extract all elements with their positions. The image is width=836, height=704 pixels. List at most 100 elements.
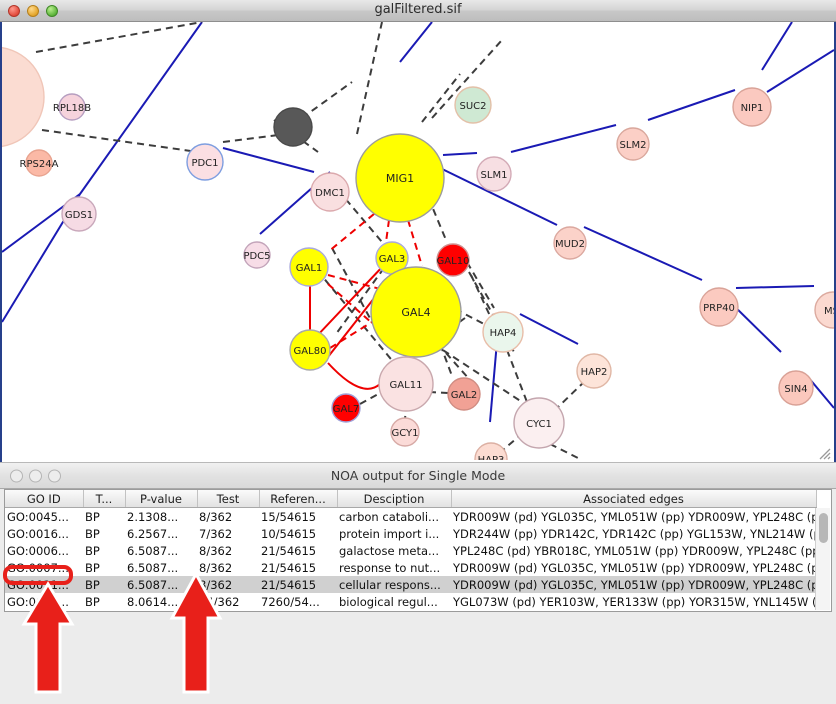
- table-row[interactable]: GO:0016... BP 6.2567... 7/362 10/54615 protei…: [5, 525, 816, 542]
- network-node-gal80[interactable]: GAL80: [289, 329, 331, 371]
- resize-grip-icon[interactable]: [817, 446, 831, 460]
- scrollbar-thumb[interactable]: [819, 513, 828, 543]
- network-node-nip1[interactable]: NIP1: [732, 87, 772, 127]
- network-node-gal1[interactable]: GAL1: [289, 247, 329, 287]
- column-header-type[interactable]: T...: [83, 490, 126, 508]
- cell-type: BP: [85, 594, 100, 609]
- network-node-msi[interactable]: MSI: [814, 291, 834, 329]
- noa-titlebar: NOA output for Single Mode: [0, 462, 836, 489]
- network-node-hap4[interactable]: HAP4: [482, 311, 524, 353]
- cell-type: BP: [85, 543, 100, 558]
- noa-output-window: NOA output for Single Mode GO ID T... P-…: [0, 462, 836, 704]
- table-row[interactable]: GO:0031...BP1.3324...11/362105/546...res…: [5, 610, 816, 611]
- noa-close-button[interactable]: [10, 469, 23, 483]
- network-canvas[interactable]: .e-blue{stroke:#1a1ab4;stroke-width:2;fi…: [0, 22, 836, 462]
- cell-description: cellular respons...: [337, 576, 451, 593]
- cell-p-value: 6.5087...: [127, 560, 179, 575]
- cell-associated-edges: YGL073W (pd) YER103W, YER133W (pp) YOR31…: [453, 594, 816, 609]
- node-label: GAL10: [437, 256, 470, 267]
- edge-group-gal-regulation: [309, 213, 423, 390]
- node-label: GAL1: [296, 263, 323, 274]
- close-button[interactable]: [8, 5, 20, 17]
- node-label: CYC1: [526, 419, 552, 430]
- network-node-mig1[interactable]: MIG1: [355, 133, 445, 223]
- cell-reference: 21/54615: [259, 576, 337, 593]
- network-node-slm2[interactable]: SLM2: [616, 127, 650, 161]
- node-label: GAL2: [451, 390, 478, 401]
- network-node-hap2[interactable]: HAP2: [576, 353, 612, 389]
- results-table-container[interactable]: GO ID T... P-value Test Referen... Desci…: [4, 489, 832, 612]
- network-node-sin4[interactable]: SIN4: [778, 370, 814, 406]
- table-vertical-scrollbar[interactable]: [815, 508, 830, 610]
- cell-test: 8/362: [199, 509, 233, 524]
- network-node-dmc1[interactable]: DMC1: [310, 172, 350, 212]
- cell-associated-edges: YDR009W (pd) YGL035C, YML051W (pp) YDR00…: [453, 509, 816, 524]
- network-node-gal10[interactable]: GAL10: [436, 243, 470, 277]
- minimize-button[interactable]: [27, 5, 39, 17]
- network-node-dark[interactable]: [273, 107, 313, 147]
- noa-minimize-button[interactable]: [29, 469, 42, 483]
- node-label: NIP1: [741, 103, 764, 114]
- table-row[interactable]: GO:0045... BP 2.1308... 8/362 15/54615 carbon…: [5, 508, 816, 526]
- node-label: GAL4: [401, 306, 430, 319]
- cell-associated-edges: YDR009W (pd) YGL035C, YML051W (pp) YDR00…: [453, 560, 816, 575]
- column-header-p-value[interactable]: P-value: [125, 490, 198, 508]
- network-graph[interactable]: .e-blue{stroke:#1a1ab4;stroke-width:2;fi…: [2, 22, 834, 460]
- go-id-highlight-box: [3, 565, 73, 585]
- cell-description: galactose meta...: [339, 543, 439, 558]
- column-header-description[interactable]: Desciption: [337, 490, 452, 508]
- table-row[interactable]: GO:0031... BP 6.5087... 8/362 21/54615 cellul…: [5, 576, 816, 593]
- network-node-gal4[interactable]: GAL4: [370, 266, 462, 358]
- column-header-test[interactable]: Test: [197, 490, 260, 508]
- noa-window-title: NOA output for Single Mode: [330, 468, 506, 483]
- node-label: GAL11: [390, 380, 423, 391]
- network-node-slm1[interactable]: SLM1: [476, 156, 512, 192]
- table-row[interactable]: GO:0007... BP 6.5087... 8/362 21/54615 respon…: [5, 559, 816, 576]
- node-label: GAL7: [333, 404, 360, 415]
- cell-test: 8/362: [199, 560, 233, 575]
- network-node-gal3[interactable]: GAL3: [375, 241, 409, 275]
- column-header-associated-edges[interactable]: Associated edges: [451, 490, 817, 508]
- node-label: GAL80: [294, 346, 327, 357]
- network-node-suc2[interactable]: SUC2: [454, 86, 492, 124]
- arrow-test-column: [169, 570, 223, 694]
- cell-test: 8/362: [199, 543, 233, 558]
- cell-p-value: 6.2567...: [127, 526, 179, 541]
- node-label: MUD2: [555, 239, 585, 250]
- network-node-mud2[interactable]: MUD2: [553, 226, 587, 260]
- node-label: SIN4: [784, 384, 807, 395]
- network-node-prp40[interactable]: PRP40: [699, 287, 739, 327]
- node-label: HAP4: [490, 328, 517, 339]
- column-header-go-id[interactable]: GO ID: [5, 490, 84, 508]
- network-node-hap3[interactable]: HAP3: [474, 442, 508, 460]
- network-node-bigpink[interactable]: [2, 46, 45, 148]
- cell-reference: 21/54615: [261, 560, 317, 575]
- results-table[interactable]: GO ID T... P-value Test Referen... Desci…: [5, 490, 817, 611]
- table-header-row: GO ID T... P-value Test Referen... Desci…: [5, 490, 817, 508]
- node-label: HAP3: [478, 455, 505, 460]
- cell-associated-edges: YDR244W (pp) YDR142C, YDR142C (pp) YGL15…: [453, 526, 816, 541]
- cell-associated-edges: YDR009W (pd) YGL035C, YML051W (pp) YDR00…: [451, 576, 816, 593]
- cell-reference: 15/54615: [261, 509, 317, 524]
- zoom-button[interactable]: [46, 5, 58, 17]
- column-header-reference[interactable]: Referen...: [259, 490, 338, 508]
- network-node-gal11[interactable]: GAL11: [378, 356, 434, 412]
- network-node-gal7[interactable]: GAL7: [331, 393, 361, 423]
- table-row[interactable]: GO:0006... BP 6.5087... 8/362 21/54615 galact…: [5, 542, 816, 559]
- table-row[interactable]: GO:0065...BP8.0614...94/3627260/54...bio…: [5, 593, 816, 610]
- node-label: SLM1: [481, 170, 508, 181]
- network-node-gal2[interactable]: GAL2: [447, 377, 481, 411]
- node-label: SLM2: [620, 140, 647, 151]
- cell-type: BP: [85, 526, 100, 541]
- network-node-gcy1[interactable]: GCY1: [390, 417, 420, 447]
- cell-go-id: GO:0045...: [7, 509, 69, 524]
- network-node-rps24a[interactable]: RPS24A: [20, 149, 59, 177]
- network-node-rpl18b[interactable]: RPL18B: [53, 93, 91, 121]
- node-layer[interactable]: RPL18B RPS24A GDS1 PDC1 PDC5 DMC1 MIG1 SUC2 SLM1…: [2, 46, 834, 460]
- network-node-pdc1[interactable]: PDC1: [186, 143, 224, 181]
- network-node-gds1[interactable]: GDS1: [61, 196, 97, 232]
- node-label: GDS1: [65, 210, 93, 221]
- network-node-pdc5[interactable]: PDC5: [243, 241, 271, 269]
- noa-zoom-button[interactable]: [48, 469, 61, 483]
- network-node-cyc1[interactable]: CYC1: [513, 397, 565, 449]
